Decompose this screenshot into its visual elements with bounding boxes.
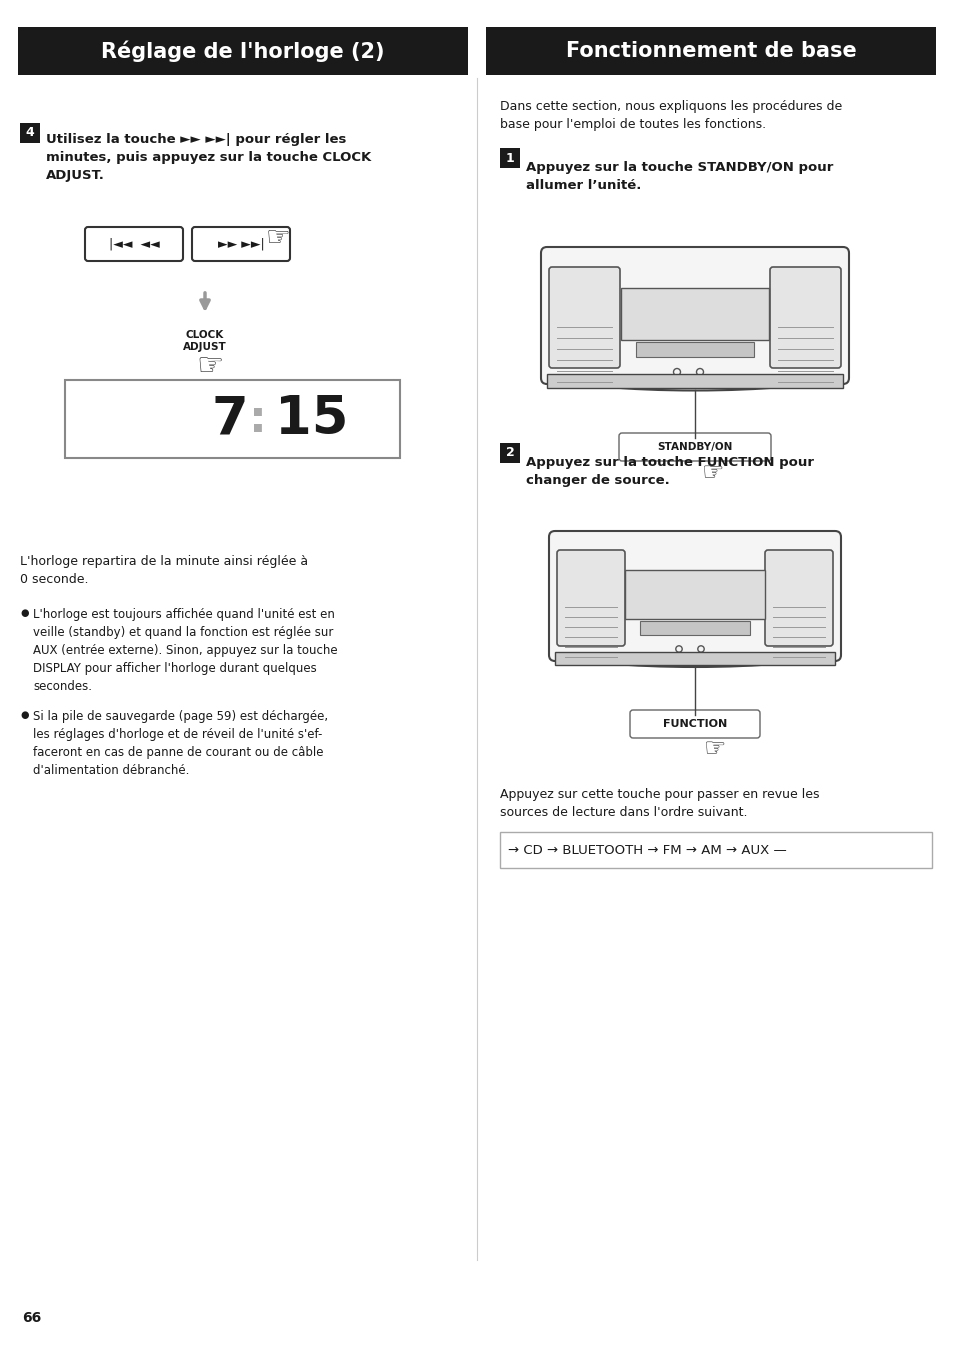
Text: Réglage de l'horloge (2): Réglage de l'horloge (2) xyxy=(101,40,384,62)
Text: 1: 1 xyxy=(505,151,514,164)
Text: 66: 66 xyxy=(22,1312,41,1325)
Text: 7: 7 xyxy=(211,394,248,445)
Text: ►► ►►|: ►► ►►| xyxy=(217,237,264,251)
FancyBboxPatch shape xyxy=(618,433,770,461)
Text: → CD → BLUETOOTH → FM → AM → AUX —: → CD → BLUETOOTH → FM → AM → AUX — xyxy=(507,844,786,856)
FancyBboxPatch shape xyxy=(499,443,519,462)
Text: Appuyez sur cette touche pour passer en revue les
sources de lecture dans l'ordr: Appuyez sur cette touche pour passer en … xyxy=(499,789,819,820)
FancyBboxPatch shape xyxy=(624,570,764,619)
FancyBboxPatch shape xyxy=(548,267,619,368)
Text: ☞: ☞ xyxy=(703,737,725,762)
Text: STANDBY/ON: STANDBY/ON xyxy=(657,442,732,452)
Text: |◄◄  ◄◄: |◄◄ ◄◄ xyxy=(109,237,159,251)
Text: Fonctionnement de base: Fonctionnement de base xyxy=(565,40,856,61)
FancyBboxPatch shape xyxy=(764,550,832,646)
FancyBboxPatch shape xyxy=(192,226,290,262)
FancyBboxPatch shape xyxy=(769,267,841,368)
FancyBboxPatch shape xyxy=(620,288,768,340)
Text: Si la pile de sauvegarde (page 59) est déchargée,
les réglages d'horloge et de r: Si la pile de sauvegarde (page 59) est d… xyxy=(33,710,328,776)
Text: CLOCK
ADJUST: CLOCK ADJUST xyxy=(183,330,227,352)
FancyBboxPatch shape xyxy=(18,27,468,75)
Text: L'horloge repartira de la minute ainsi réglée à
0 seconde.: L'horloge repartira de la minute ainsi r… xyxy=(20,555,308,586)
FancyBboxPatch shape xyxy=(557,550,624,646)
Text: Dans cette section, nous expliquons les procédures de
base pour l'emploi de tout: Dans cette section, nous expliquons les … xyxy=(499,100,841,131)
FancyBboxPatch shape xyxy=(629,710,760,737)
FancyBboxPatch shape xyxy=(499,148,519,168)
Text: ●: ● xyxy=(20,710,29,720)
Text: 2: 2 xyxy=(505,446,514,460)
Text: FUNCTION: FUNCTION xyxy=(662,718,726,729)
FancyBboxPatch shape xyxy=(499,832,931,868)
FancyBboxPatch shape xyxy=(548,531,841,661)
Text: ☞: ☞ xyxy=(701,461,723,485)
FancyBboxPatch shape xyxy=(540,247,848,384)
Text: Appuyez sur la touche FUNCTION pour
changer de source.: Appuyez sur la touche FUNCTION pour chan… xyxy=(525,456,813,487)
FancyBboxPatch shape xyxy=(639,621,749,635)
Text: Utilisez la touche ►► ►►| pour régler les
minutes, puis appuyez sur la touche CL: Utilisez la touche ►► ►►| pour régler le… xyxy=(46,133,371,182)
Text: ☞: ☞ xyxy=(265,224,290,252)
FancyBboxPatch shape xyxy=(485,27,935,75)
FancyBboxPatch shape xyxy=(546,373,842,388)
Text: 15: 15 xyxy=(274,394,348,445)
Text: ☞: ☞ xyxy=(196,352,223,381)
Text: Appuyez sur la touche STANDBY/ON pour
allumer l’unité.: Appuyez sur la touche STANDBY/ON pour al… xyxy=(525,160,833,191)
FancyBboxPatch shape xyxy=(85,226,183,262)
Text: ●: ● xyxy=(20,608,29,617)
FancyBboxPatch shape xyxy=(65,380,399,458)
FancyBboxPatch shape xyxy=(555,652,834,665)
Text: L'horloge est toujours affichée quand l'unité est en
veille (standby) et quand l: L'horloge est toujours affichée quand l'… xyxy=(33,608,337,693)
FancyBboxPatch shape xyxy=(636,342,753,357)
FancyBboxPatch shape xyxy=(20,123,40,143)
Text: :: : xyxy=(249,398,267,441)
Text: 4: 4 xyxy=(26,127,34,139)
